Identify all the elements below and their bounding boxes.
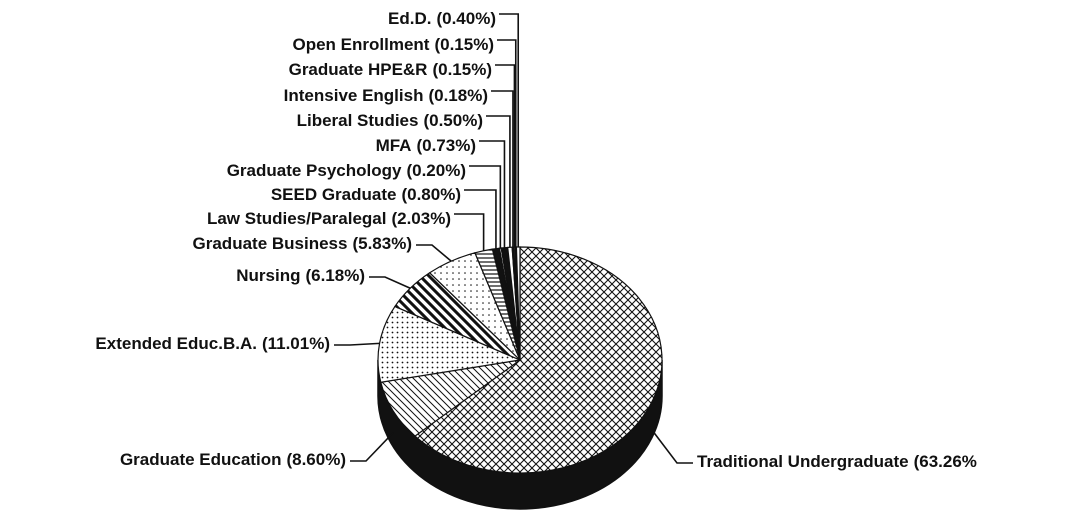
slice-name: Intensive English (284, 86, 424, 105)
leader-line (649, 426, 693, 464)
leader-line (469, 165, 502, 249)
slice-label: Ed.D. (0.40%) (388, 9, 496, 28)
leader-line (334, 342, 380, 346)
slice-label: Nursing (6.18%) (236, 266, 365, 285)
slice-label: Intensive English (0.18%) (284, 86, 488, 105)
slice-name: MFA (376, 136, 412, 155)
slice-value: (0.20%) (406, 161, 466, 180)
slice-value: (0.18%) (428, 86, 488, 105)
slice-label: Law Studies/Paralegal (2.03%) (207, 209, 451, 228)
slice-name: Open Enrollment (293, 35, 430, 54)
slice-value: (11.01%) (262, 334, 330, 353)
leader-line (369, 276, 411, 290)
slice-label: Graduate Business (5.83%) (193, 234, 412, 253)
slice-value: (0.40%) (436, 9, 496, 28)
leader-line (479, 140, 506, 248)
slice-label: Liberal Studies (0.50%) (297, 111, 483, 130)
leader-line (497, 39, 517, 248)
slice-value: (8.60%) (286, 450, 346, 469)
slice-name: Graduate HPE&R (289, 60, 428, 79)
slice-name: Traditional Undergraduate (697, 452, 909, 471)
slice-label: MFA (0.73%) (376, 136, 476, 155)
leader-line (491, 90, 514, 248)
leader-line (454, 213, 485, 251)
slice-value: (0.15%) (432, 60, 492, 79)
pie-slice (414, 246, 663, 474)
slice-name: Nursing (236, 266, 300, 285)
slice-value: (2.03%) (391, 209, 451, 228)
slice-label: Graduate Psychology (0.20%) (227, 161, 466, 180)
slice-value: (0.73%) (416, 136, 476, 155)
slice-value: (0.50%) (423, 111, 483, 130)
slice-name: Law Studies/Paralegal (207, 209, 387, 228)
pie-slice (377, 305, 523, 383)
leader-line (499, 13, 520, 248)
leader-line (350, 432, 394, 462)
slice-name: Extended Educ.B.A. (95, 334, 257, 353)
slice-label: Traditional Undergraduate (63.26% (697, 452, 977, 471)
slice-label: Graduate HPE&R (0.15%) (289, 60, 492, 79)
slice-name: Liberal Studies (297, 111, 419, 130)
pie-slice (515, 246, 521, 361)
leader-line (486, 115, 511, 248)
slice-value: (6.18%) (305, 266, 365, 285)
slice-label: Graduate Education (8.60%) (120, 450, 346, 469)
slice-value: (5.83%) (352, 234, 412, 253)
leader-line (416, 244, 452, 262)
slice-name: Graduate Education (120, 450, 282, 469)
leader-line (464, 189, 497, 249)
slice-name: Ed.D. (388, 9, 431, 28)
slice-value: (63.26% (914, 452, 977, 471)
slice-value: (0.80%) (401, 185, 461, 204)
slice-name: Graduate Business (193, 234, 348, 253)
leader-line (495, 64, 516, 248)
slice-label: SEED Graduate (0.80%) (271, 185, 461, 204)
slice-label: Open Enrollment (0.15%) (293, 35, 495, 54)
slice-label: Extended Educ.B.A. (11.01%) (95, 334, 330, 353)
slice-name: Graduate Psychology (227, 161, 402, 180)
slice-name: SEED Graduate (271, 185, 397, 204)
slice-value: (0.15%) (434, 35, 494, 54)
